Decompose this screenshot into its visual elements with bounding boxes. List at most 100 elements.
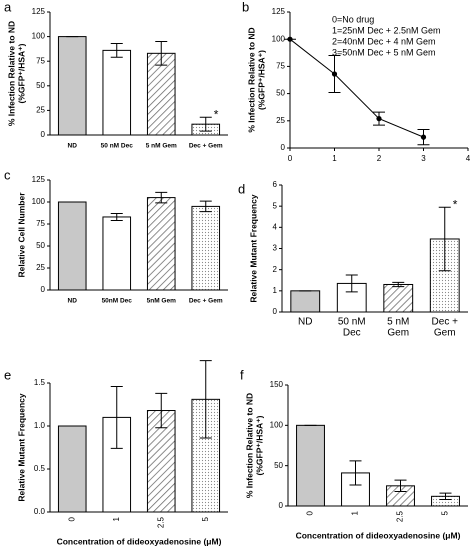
x-tick-label: 5 nM [387,317,409,328]
error-bar [438,206,451,272]
panel-letter: a [4,0,12,14]
y-axis-label: (%GFP⁺/HSA⁺) [254,415,264,475]
point [331,71,338,77]
y-tick-label: 25 [36,106,45,115]
x-tick-label: ND [68,298,78,305]
error-bar [392,281,405,288]
error-bar [155,41,168,66]
x-tick-label: Dec [343,328,361,339]
y-tick-label: 100 [272,34,286,43]
y-tick-label: 100 [32,197,46,206]
legend-text: 3=50nM Dec + 5 nM Gem [332,47,436,57]
x-tick-label: 5nM Gem [147,298,176,305]
x-tick-label: Dec + Gem [189,143,223,150]
bar [57,425,87,513]
y-tick-label: 150 [270,380,284,389]
error-bar [110,42,123,58]
x-tick-label: 4 [466,154,471,163]
x-tick-label: Gem [387,328,409,339]
bar [290,290,321,313]
point [420,134,427,140]
error-bar [199,360,212,439]
y-tick-label: 75 [276,62,285,71]
x-tick-label: Gem [434,328,456,339]
x-tick-label: 2 [377,154,382,163]
error-bar [110,385,123,449]
y-tick-label: 100 [32,32,46,41]
point [376,116,382,122]
legend-text: 1=25nM Dec + 2.5nM Gem [332,25,441,35]
error-bar [199,116,212,132]
y-tick-label: 3 [273,244,278,253]
panel-letter: f [240,367,244,382]
line [289,38,424,138]
bar [146,52,176,136]
y-tick-label: 50 [36,241,45,250]
x-tick-label: ND [68,143,78,150]
x-tick-label: 0 [306,510,315,515]
error-bar [110,212,123,221]
x-tick-label: 1 [112,516,121,521]
x-tick-label: ND [298,317,312,328]
error-bar [349,460,362,486]
x-tick-label: Dec + [432,317,459,328]
y-tick-label: 0 [279,501,284,510]
y-tick-label: 0.0 [34,507,46,516]
y-tick-label: 0 [41,285,46,294]
y-axis-label: % Infection Relative to ND [244,393,254,498]
error-bar [439,492,452,501]
y-tick-label: 50 [36,81,45,90]
y-tick-label: 1 [273,286,278,295]
y-tick-label: 1.0 [34,421,46,430]
panel-letter: b [242,0,249,14]
y-tick-label: 125 [32,175,46,184]
y-tick-label: 25 [36,263,45,272]
x-tick-label: 1 [351,510,360,515]
x-tick-label: 5 [201,516,210,521]
y-tick-label: 5 [273,201,278,210]
y-tick-label: 75 [36,219,45,228]
x-tick-label: 2.5 [396,510,405,522]
error-bar [394,479,407,492]
x-tick-label: 50 nM [338,317,366,328]
x-tick-label: 2.5 [156,516,165,528]
x-tick-label: Dec + Gem [189,298,223,305]
bar [341,472,370,507]
x-tick-label: 3 [421,154,426,163]
y-axis-label: Relative Mutant Frequency [248,194,258,302]
y-tick-label: 125 [272,7,286,16]
x-tick-label: 1 [332,154,337,163]
y-tick-label: 0 [273,307,278,316]
error-bar [345,274,358,293]
y-tick-label: 50 [276,89,285,98]
error-bar [199,200,212,213]
x-tick-label: 50 nM Dec [101,143,134,150]
y-axis-label: Relative Cell Number [16,192,26,278]
x-tick-label: 5 nM Gem [146,143,177,150]
y-axis-label: % Infection Relative to ND [246,27,256,132]
annotation: * [453,197,458,211]
y-tick-label: 125 [32,7,46,16]
bar [57,36,87,136]
bar [296,424,325,507]
y-tick-label: 100 [270,420,284,429]
y-axis-label: Relative Mutant Frequency [16,393,26,501]
y-tick-label: 0 [41,130,46,139]
y-tick-label: 6 [273,180,278,189]
y-tick-label: 0 [281,143,286,152]
y-axis-label: % Infection Relative to ND [6,21,16,126]
bar [146,197,176,291]
bar [102,216,132,291]
y-tick-label: 50 [274,461,283,470]
x-tick-label: 50nM Dec [102,298,133,305]
error-bar [155,191,168,204]
y-tick-label: 0.5 [34,464,46,473]
annotation: * [214,107,219,121]
y-axis-label: (%GFP⁺/HSA⁺) [256,50,266,110]
y-tick-label: 1.5 [34,378,46,387]
x-tick-label: 0 [288,154,293,163]
y-axis-label: (%GFP⁺/HSA⁺) [16,43,26,103]
y-tick-label: 75 [36,56,45,65]
